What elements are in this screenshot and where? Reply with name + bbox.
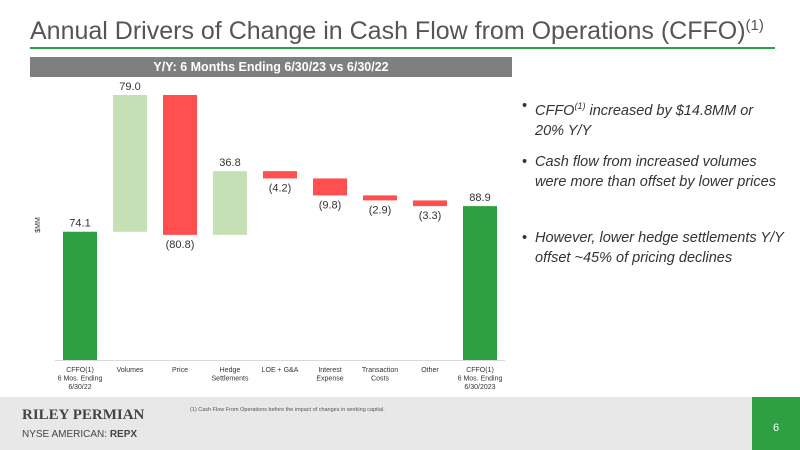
page-box [752,397,800,450]
bar [363,195,397,201]
x-tick-line: Price [172,367,188,374]
bar [463,206,497,360]
value-label: 36.8 [219,157,240,169]
value-label: 79.0 [119,81,140,93]
bar [413,200,447,207]
x-tick-line: Hedge [220,367,241,374]
x-tick-line: Costs [371,376,389,383]
x-tick-label: CFFO(1) 6 Mos. Ending 6/30/22 [58,367,103,391]
value-label: (3.3) [419,210,442,222]
x-tick-line: LOE + G&A [262,367,299,374]
x-tick-line: Interest [318,367,341,374]
value-label: (9.8) [319,199,342,211]
value-label: (80.8) [166,239,195,251]
bar [213,171,247,235]
x-tick-line: CFFO(1) [66,367,94,374]
banner [30,57,512,77]
page-number: 6 [773,422,779,434]
x-tick-line: 6 Mos. Ending [58,376,103,383]
footer-band [0,397,800,450]
chart-title: Y/Y: 6 Months Ending 6/30/23 vs 6/30/22 [153,60,388,74]
x-tick-line: 6/30/2023 [464,384,495,391]
value-label: (2.9) [369,204,392,216]
x-tick-line: 6/30/22 [68,384,91,391]
x-tick-label: Transaction Costs [362,367,398,383]
exchange: NYSE AMERICAN: REPX [22,429,137,440]
x-tick-label: Interest Expense [316,367,343,383]
bar [113,95,147,232]
x-tick-line: Settlements [212,376,249,383]
bullet: CFFO(1) increased by $14.8MM or 20% Y/Y [522,96,785,141]
bar [163,95,197,235]
x-tick-label: LOE + G&A [262,367,299,374]
bullet: Cash flow from increased volumes were mo… [522,152,785,192]
slide-title: Annual Drivers of Change in Cash Flow fr… [30,17,764,45]
x-tick-line: Volumes [117,367,144,374]
x-tick-label: Other [421,367,439,374]
value-label: 88.9 [469,192,490,204]
x-tick-label: Volumes [117,367,144,374]
footnote: (1) Cash Flow From Operations before the… [190,407,385,413]
x-tick-label: Hedge Settlements [212,367,249,383]
x-tick-line: Other [421,367,439,374]
bar [263,171,297,179]
x-tick-label: Price [172,367,188,374]
bar [313,178,347,196]
x-tick-label: CFFO(1) 6 Mos. Ending 6/30/2023 [458,367,503,391]
x-tick-line: Expense [316,376,343,383]
company: RILEY PERMIAN [22,407,145,423]
value-label: 74.1 [69,218,90,230]
value-label: (4.2) [269,182,292,194]
x-tick-line: CFFO(1) [466,367,494,374]
bullet: However, lower hedge settlements Y/Y off… [522,228,785,268]
bar [63,231,97,360]
y-axis-label: $MM [35,217,42,233]
x-tick-line: 6 Mos. Ending [458,376,503,383]
x-tick-line: Transaction [362,367,398,374]
